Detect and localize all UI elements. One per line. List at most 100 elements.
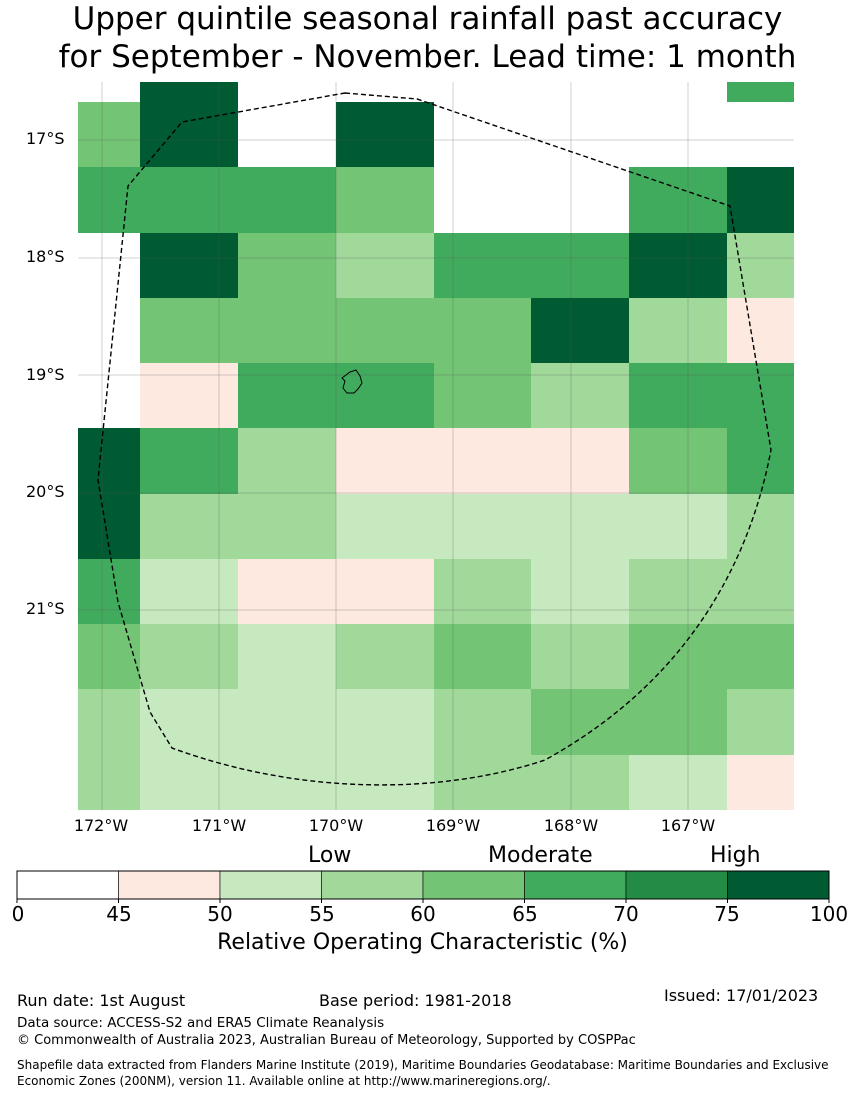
grid-cell	[238, 167, 336, 233]
grid-cell	[434, 689, 531, 755]
grid-cell	[629, 559, 727, 624]
run-date: Run date: 1st August	[17, 991, 186, 1010]
island-outline	[341, 369, 363, 394]
grid-cell	[629, 298, 727, 363]
grid-cell	[336, 233, 434, 298]
lon-label-171w: 171°W	[191, 816, 247, 835]
grid-cell	[434, 494, 531, 559]
category-low: Low	[308, 843, 352, 868]
grid-cell	[727, 755, 794, 810]
category-high: High	[710, 843, 761, 868]
colorbar-swatch	[524, 870, 627, 900]
colorbar-tick: 45	[106, 902, 132, 926]
grid-cell	[629, 755, 727, 810]
grid-cell	[531, 494, 629, 559]
grid-cell	[629, 167, 727, 233]
eez-boundary	[97, 92, 772, 786]
chart-title: Upper quintile seasonal rainfall past ac…	[0, 0, 855, 76]
grid-cell	[434, 624, 531, 689]
lon-label-167w: 167°W	[660, 816, 716, 835]
grid-cell	[140, 298, 238, 363]
grid-cell	[140, 167, 238, 233]
grid-cell	[531, 233, 629, 298]
colorbar-swatch	[727, 870, 830, 900]
grid-cell	[727, 559, 794, 624]
grid-cell	[336, 755, 434, 810]
grid-cell	[336, 363, 434, 428]
grid-cell	[78, 624, 140, 689]
grid-cell	[531, 624, 629, 689]
grid-cell	[140, 755, 238, 810]
data-source: Data source: ACCESS-S2 and ERA5 Climate …	[17, 1015, 385, 1031]
grid-cell	[531, 102, 629, 167]
grid-cell	[238, 624, 336, 689]
grid-cell	[336, 298, 434, 363]
grid-cell	[531, 82, 629, 102]
title-line-1: Upper quintile seasonal rainfall past ac…	[72, 1, 783, 37]
colorbar	[16, 870, 830, 903]
grid-cell	[336, 624, 434, 689]
grid-cell	[434, 428, 531, 494]
colorbar-swatch	[16, 870, 119, 900]
colorbar-tick: 100	[809, 902, 849, 926]
grid-cell	[78, 82, 140, 102]
lon-label-168w: 168°W	[543, 816, 599, 835]
graticule	[78, 82, 794, 810]
grid-cell	[629, 363, 727, 428]
base-period: Base period: 1981-2018	[319, 991, 512, 1010]
grid-cell	[140, 624, 238, 689]
colorbar-swatch	[118, 870, 221, 900]
grid-cell	[629, 233, 727, 298]
grid-cell	[727, 298, 794, 363]
grid-cell	[336, 102, 434, 167]
grid-cell	[238, 298, 336, 363]
grid-cell	[434, 102, 531, 167]
grid-cell	[238, 559, 336, 624]
grid-cell	[727, 363, 794, 428]
grid-cell	[78, 363, 140, 428]
grid-cell	[78, 167, 140, 233]
grid-cell	[238, 428, 336, 494]
grid-cell	[336, 82, 434, 102]
grid-cell	[727, 494, 794, 559]
grid-cell	[78, 559, 140, 624]
grid-cell	[727, 233, 794, 298]
grid-cell	[727, 689, 794, 755]
lat-label-19s: 19°S	[26, 365, 65, 384]
grid-cell	[336, 494, 434, 559]
grid-cell	[727, 82, 794, 102]
grid-cell	[629, 102, 727, 167]
colorbar-title: Relative Operating Characteristic (%)	[217, 930, 628, 955]
grid-cell	[629, 689, 727, 755]
lat-label-20s: 20°S	[26, 482, 65, 501]
grid-cell	[727, 428, 794, 494]
grid-cell	[78, 298, 140, 363]
grid-cell	[531, 167, 629, 233]
lon-label-170w: 170°W	[308, 816, 364, 835]
title-line-2: for September - November. Lead time: 1 m…	[58, 39, 797, 75]
grid-cell	[140, 233, 238, 298]
colorbar-tick: 60	[410, 902, 436, 926]
grid-cell	[238, 755, 336, 810]
grid-cell	[78, 494, 140, 559]
grid-cell	[238, 102, 336, 167]
colorbar-swatch	[219, 870, 322, 900]
grid-cell	[140, 428, 238, 494]
grid-cell	[434, 233, 531, 298]
grid-cell	[140, 82, 238, 102]
grid-cell	[434, 755, 531, 810]
lon-label-172w: 172°W	[73, 816, 129, 835]
grid-cell	[78, 233, 140, 298]
grid-cell	[78, 102, 140, 167]
grid-cells	[78, 82, 794, 810]
colorbar-tick: 65	[512, 902, 538, 926]
colorbar-tick: 70	[613, 902, 639, 926]
grid-cell	[434, 167, 531, 233]
lat-label-17s: 17°S	[26, 129, 65, 148]
grid-cell	[238, 689, 336, 755]
grid-cell	[140, 363, 238, 428]
grid-cell	[238, 363, 336, 428]
colorbar-tick: 0	[11, 902, 25, 926]
grid-cell	[629, 624, 727, 689]
shapefile-credit: Shapefile data extracted from Flanders M…	[17, 1058, 829, 1088]
